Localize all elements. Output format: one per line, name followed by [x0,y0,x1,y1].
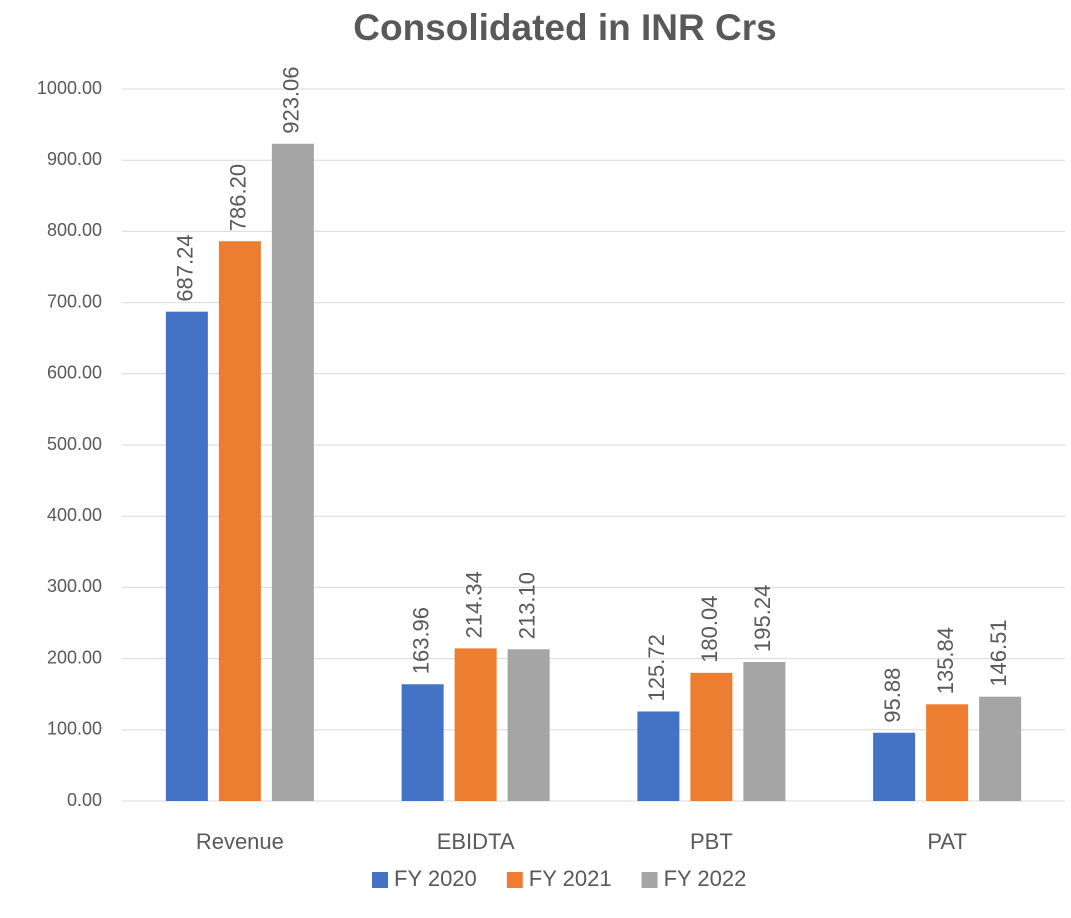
legend-label: FY 2022 [664,866,747,891]
bar [218,241,261,802]
bar [979,696,1022,801]
x-tick-label: PBT [690,829,733,854]
data-label: 195.24 [750,585,775,652]
legend-swatch [372,872,388,888]
legend-label: FY 2021 [529,866,612,891]
bar [271,143,314,802]
y-tick-label: 700.00 [47,291,102,311]
bar [873,732,916,801]
data-label: 786.20 [226,164,251,231]
y-tick-label: 400.00 [47,505,102,525]
bar [690,672,733,801]
data-label: 125.72 [644,634,669,701]
data-label: 180.04 [697,596,722,663]
chart-title: Consolidated in INR Crs [353,7,776,48]
legend-swatch [641,872,658,888]
y-tick-label: 300.00 [47,576,102,596]
data-label: 923.06 [279,66,304,133]
y-tick-label: 500.00 [47,434,102,454]
data-label: 163.96 [408,607,433,674]
y-tick-label: 600.00 [47,363,102,383]
y-tick-label: 100.00 [47,719,102,739]
y-tick-label: 200.00 [47,647,102,667]
bar [507,649,550,801]
legend-label: FY 2020 [394,866,477,891]
x-tick-label: Revenue [196,829,284,854]
data-label: 146.51 [986,619,1011,686]
legend-swatch [506,872,523,888]
bar [454,648,497,801]
y-tick-label: 1000.00 [37,78,102,98]
data-label: 213.10 [514,572,539,639]
data-label: 135.84 [933,627,958,694]
y-tick-label: 0.00 [67,790,102,810]
data-label: 687.24 [173,234,198,301]
y-tick-label: 800.00 [47,220,102,240]
y-tick-label: 900.00 [47,149,102,169]
x-tick-label: EBIDTA [437,829,515,854]
data-label: 214.34 [461,571,486,638]
bar [637,711,680,801]
x-tick-label: PAT [927,829,967,854]
bar [165,311,208,801]
bar [926,704,969,801]
bar [743,661,786,801]
bar [401,684,444,801]
data-label: 95.88 [880,668,905,723]
